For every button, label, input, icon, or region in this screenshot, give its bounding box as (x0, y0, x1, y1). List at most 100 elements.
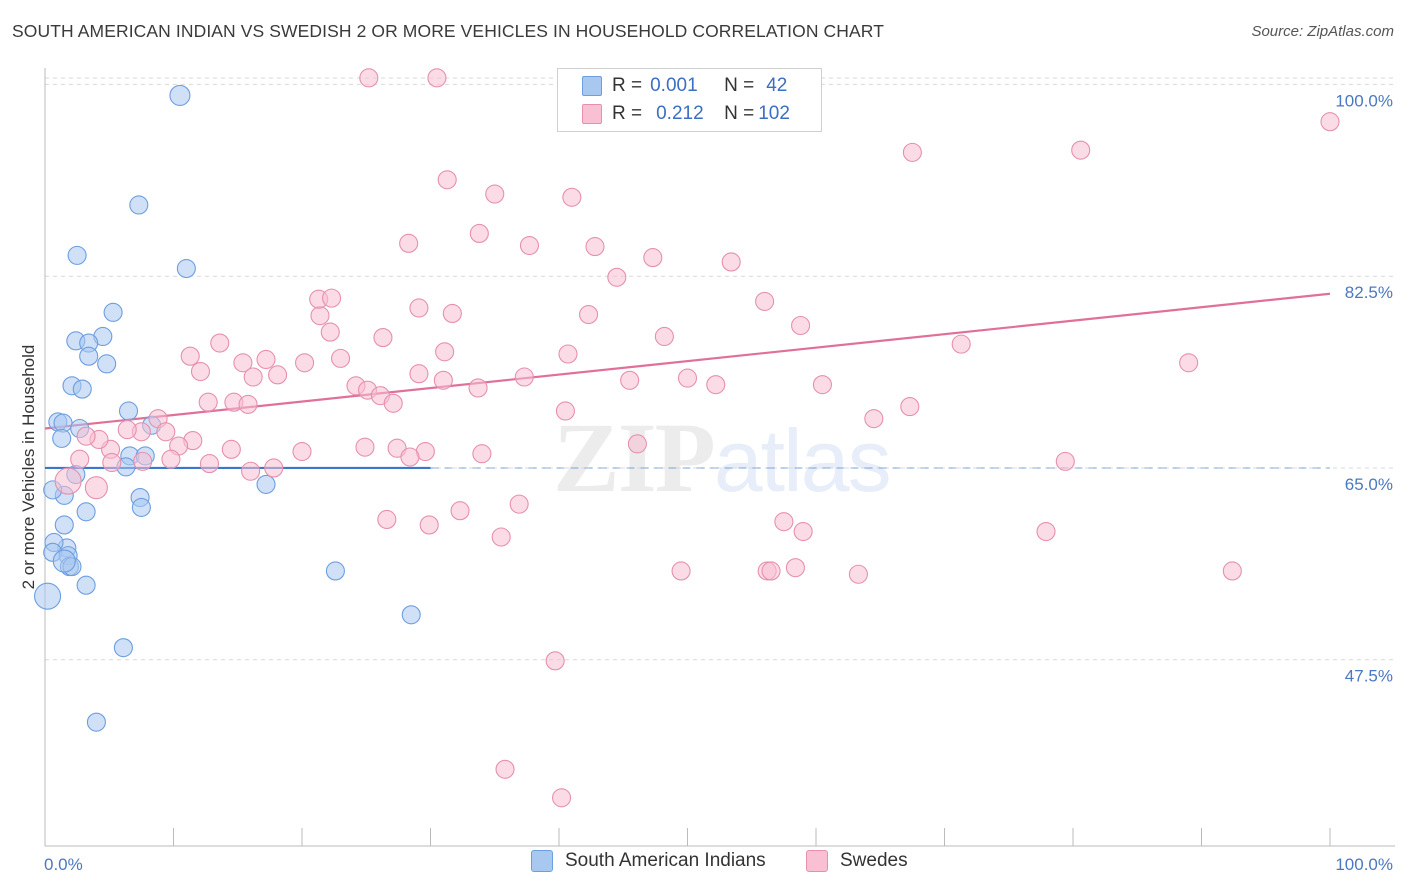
stats-r-value: 0.212 (656, 103, 704, 124)
data-point-swedes (238, 394, 258, 414)
data-point-swedes (241, 461, 261, 481)
stats-n-label: N = (724, 75, 755, 96)
data-point-swedes (427, 68, 447, 88)
data-point-south-american-indians (169, 84, 191, 106)
data-point-south-american-indians (401, 605, 421, 625)
data-point-swedes (320, 322, 340, 342)
stats-n-value: 42 (766, 75, 788, 96)
stats-row-south-american-indians: R = 0.001 N = 42 (582, 72, 787, 100)
data-point-swedes (864, 409, 884, 429)
stats-n-label: N = (724, 103, 755, 124)
data-point-swedes (785, 558, 805, 578)
stats-box: R = 0.001 N = 42 R = 0.212 N = 102 (557, 68, 822, 132)
data-point-swedes (1055, 451, 1075, 471)
data-point-swedes (706, 375, 726, 395)
data-point-swedes (156, 422, 176, 442)
data-point-south-american-indians (176, 258, 196, 279)
data-point-swedes (210, 333, 230, 353)
data-point-swedes (774, 512, 794, 532)
data-point-swedes (951, 334, 971, 354)
data-point-swedes (812, 375, 832, 395)
data-point-swedes (579, 304, 599, 325)
stats-swatch-blue (582, 76, 602, 96)
data-point-swedes (84, 476, 108, 500)
data-point-swedes (509, 494, 529, 514)
data-point-swedes (677, 368, 698, 388)
data-point-south-american-indians (256, 474, 276, 494)
data-point-swedes (761, 561, 781, 581)
data-point-swedes (1222, 561, 1242, 581)
data-point-south-american-indians (86, 712, 106, 732)
data-point-swedes (102, 452, 122, 473)
data-point-swedes (133, 451, 153, 471)
data-point-swedes (190, 361, 211, 382)
data-point-swedes (793, 521, 813, 542)
data-point-swedes (359, 68, 379, 88)
trend-line-swedes (44, 292, 1331, 430)
data-point-swedes (607, 267, 627, 287)
data-point-swedes (1179, 353, 1199, 373)
data-point-south-american-indians (52, 428, 72, 448)
data-point-swedes (654, 326, 674, 347)
data-point-swedes (514, 367, 534, 387)
data-point-south-american-indians (54, 515, 74, 535)
data-point-south-american-indians (76, 502, 96, 522)
data-point-swedes (671, 561, 691, 581)
data-point-swedes (399, 233, 419, 253)
data-point-swedes (419, 515, 439, 535)
data-point-swedes (555, 401, 575, 421)
data-point-swedes (243, 367, 263, 387)
data-point-swedes (330, 348, 351, 368)
data-point-swedes (268, 365, 288, 385)
tick-labels: 100.0% 82.5% 65.0% 47.5% 0.0% 100.0% 2 or more… (19, 91, 1393, 874)
data-point-swedes (545, 651, 565, 671)
data-point-swedes (435, 342, 455, 362)
legend-label: Swedes (840, 850, 908, 871)
data-point-swedes (627, 434, 647, 454)
legend-item-south-american-indians[interactable]: South American Indians (531, 850, 766, 872)
data-point-swedes (620, 370, 640, 390)
data-point-swedes (310, 306, 330, 326)
x-tick-label: 0.0% (44, 855, 83, 874)
data-point-swedes (495, 759, 515, 779)
data-point-south-american-indians (113, 638, 133, 658)
data-point-swedes (70, 449, 90, 469)
y-tick-label: 82.5% (1345, 283, 1393, 302)
data-point-swedes (373, 328, 393, 348)
y-tick-label: 100.0% (1335, 91, 1393, 110)
data-point-south-american-indians (72, 379, 92, 399)
data-point-swedes (400, 447, 420, 467)
x-tick-label: 100.0% (1335, 855, 1393, 874)
stats-swatch-pink (582, 104, 602, 124)
data-point-swedes (485, 184, 505, 204)
data-point-swedes (117, 420, 137, 440)
data-point-swedes (755, 291, 775, 311)
data-point-south-american-indians (131, 497, 151, 517)
data-point-swedes (562, 187, 582, 207)
data-point-swedes (491, 527, 511, 547)
stats-r-label: R = (612, 103, 643, 124)
data-point-swedes (469, 223, 489, 244)
data-point-south-american-indians (118, 401, 139, 421)
data-point-swedes (54, 467, 82, 495)
stats-r-value: 0.001 (650, 75, 698, 96)
data-point-swedes (383, 393, 403, 413)
data-point-south-american-indians (34, 582, 62, 610)
data-point-swedes (198, 392, 218, 412)
legend-item-swedes[interactable]: Swedes (806, 850, 908, 872)
data-point-south-american-indians (103, 302, 123, 322)
chart-source: Source: ZipAtlas.com (1251, 23, 1394, 40)
data-point-south-american-indians (129, 195, 149, 215)
data-point-swedes (409, 298, 429, 318)
data-point-swedes (468, 378, 488, 398)
data-point-swedes (180, 346, 200, 366)
data-point-swedes (1071, 140, 1091, 160)
data-point-south-american-indians (97, 354, 117, 374)
axes (44, 68, 1395, 847)
data-point-swedes (450, 501, 470, 521)
data-point-swedes (791, 315, 811, 336)
data-point-south-american-indians (79, 346, 99, 366)
data-point-swedes (199, 454, 220, 474)
data-point-south-american-indians (325, 561, 345, 581)
legend-swatch-blue (531, 850, 553, 872)
